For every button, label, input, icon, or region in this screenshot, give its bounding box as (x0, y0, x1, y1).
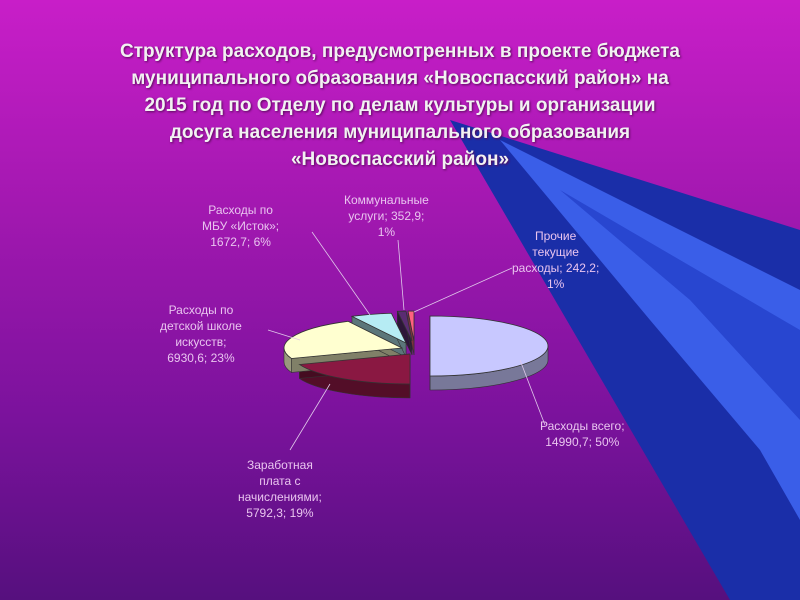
slice-total (429, 315, 549, 377)
leader-line-slice-total (519, 359, 546, 426)
data-label-other: Прочие текущие расходы; 242,2; 1% (512, 229, 600, 291)
title-line: «Новоспасский район» (290, 149, 510, 170)
data-label-salary: Заработная плата с начислениями; 5792,3;… (238, 458, 322, 520)
decor-stripe-highlight (560, 190, 800, 420)
leader-line-slice-art-school (267, 329, 301, 341)
title-line: муниципального образования «Новоспасский… (131, 68, 669, 89)
title-line: досуга населения муниципального образова… (169, 122, 631, 143)
leader-lines (267, 231, 546, 451)
leader-line-slice-other (413, 267, 513, 313)
slice-salary (298, 353, 411, 385)
title-line: Структура расходов, предусмотренных в пр… (120, 41, 680, 62)
decor-stripe-dark (450, 120, 800, 600)
data-label-art-school: Расходы по детской школе искусств; 6930,… (160, 303, 242, 365)
leader-line-slice-utilities (397, 239, 405, 311)
pie-chart (283, 310, 549, 399)
title-line: 2015 год по Отделу по делам культуры и о… (144, 95, 656, 116)
data-label-utilities: Коммунальные услуги; 352,9; 1% (344, 193, 429, 239)
data-label-istok: Расходы по МБУ «Исток»; 1672,7; 6% (202, 203, 280, 249)
decor-stripes (450, 120, 800, 600)
slide-title: Структура расходов, предусмотренных в пр… (40, 38, 760, 173)
slice-istok (350, 312, 407, 344)
data-label-total: Расходы всего; 14990,7; 50% (540, 419, 625, 449)
leader-line-slice-istok (311, 231, 371, 316)
leader-line-slice-salary (289, 383, 331, 451)
slice-other (407, 310, 415, 342)
slice-utilities (396, 310, 413, 342)
